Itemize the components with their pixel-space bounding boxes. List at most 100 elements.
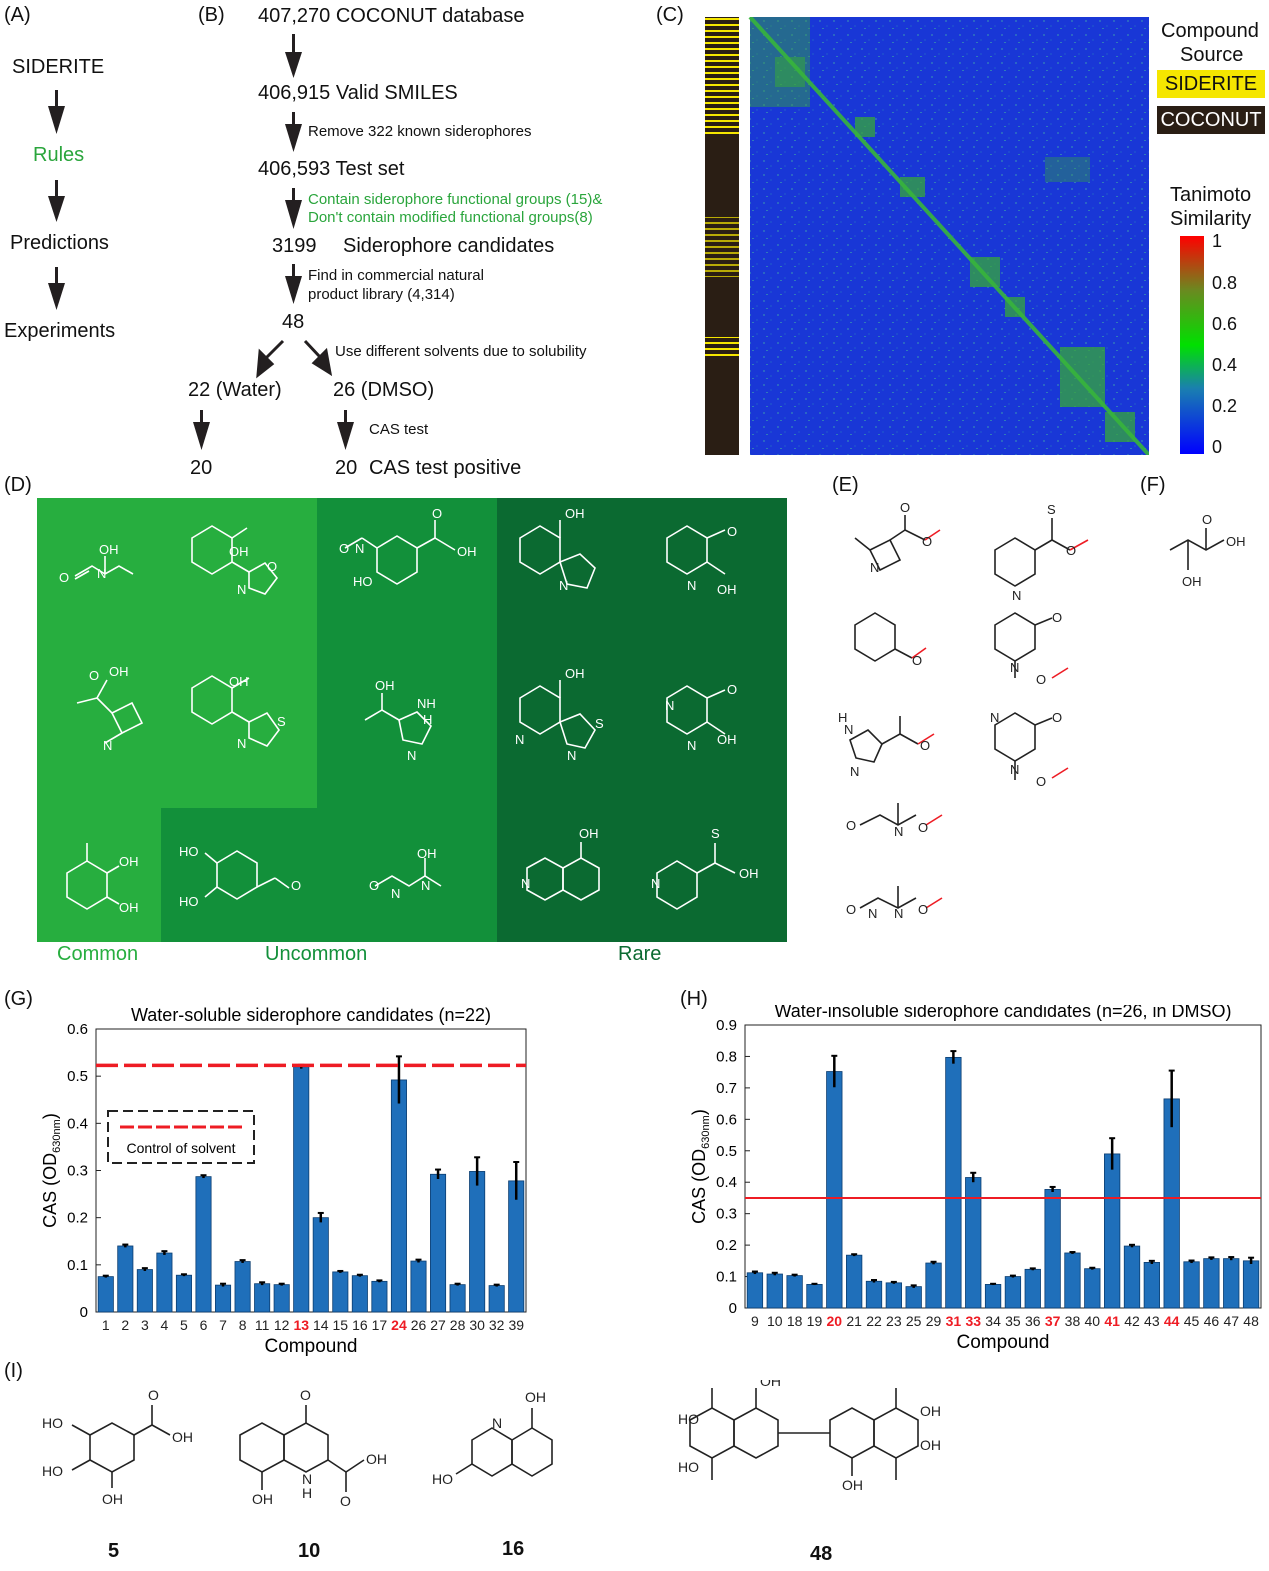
svg-text:OH: OH: [842, 1477, 863, 1493]
y-tick-label: 0.4: [716, 1174, 737, 1191]
bar-15: [332, 1271, 349, 1313]
x-tick-label: 8: [239, 1317, 247, 1333]
svg-text:O: O: [912, 653, 922, 668]
svg-text:N: N: [355, 541, 364, 556]
svg-text:N: N: [687, 738, 696, 753]
bar-26: [410, 1260, 427, 1313]
svg-text:N: N: [302, 1471, 312, 1487]
legend-label: Control of solvent: [127, 1140, 236, 1156]
x-tick-label: 43: [1144, 1313, 1160, 1329]
svg-text:O: O: [918, 902, 928, 917]
y-tick-label: 0: [80, 1304, 88, 1321]
svg-text:O: O: [1066, 543, 1076, 558]
svg-text:OH: OH: [229, 674, 249, 689]
y-axis-label: CAS (OD630nm): [40, 1113, 63, 1228]
svg-text:O: O: [300, 1387, 311, 1403]
bar-43: [1143, 1262, 1160, 1309]
x-tick-label: 44: [1164, 1313, 1180, 1329]
panel-label-b: (B): [198, 4, 225, 26]
svg-text:OH: OH: [760, 1380, 781, 1389]
svg-text:OH: OH: [920, 1403, 941, 1419]
svg-text:N: N: [237, 582, 246, 597]
group-label-common: Common: [57, 943, 139, 965]
heatmap-clusters: [750, 17, 1135, 442]
plot-frame: [744, 1024, 1262, 1309]
x-tick-label: 46: [1204, 1313, 1220, 1329]
bar-34: [984, 1284, 1002, 1309]
structure-hydroxypyrazinone: [666, 685, 726, 735]
panel-label-e: (E): [832, 474, 859, 496]
structure-nitroso-hydroxylamine: [374, 858, 442, 887]
svg-text:H: H: [302, 1485, 312, 1501]
flow-b-20-water: 20: [190, 457, 213, 479]
flow-b-valid-smiles: 406,915 Valid SMILES: [258, 82, 458, 104]
flow-b-20-dmso: 20: [335, 457, 358, 479]
svg-text:HO: HO: [678, 1411, 699, 1427]
svg-text:N: N: [1010, 660, 1019, 675]
flow-b-arrows: [193, 34, 354, 450]
structure-catechol-aldehyde: [204, 850, 290, 900]
chart-title: Water-insoluble siderophore candidates (…: [774, 1005, 1231, 1021]
flow-a-rules: Rules: [33, 144, 85, 166]
svg-text:O: O: [148, 1387, 159, 1403]
x-tick-label: 41: [1104, 1313, 1120, 1329]
bar-6: [195, 1176, 212, 1313]
structure-azetidine-acid: [76, 679, 144, 744]
bar-5: [175, 1274, 192, 1313]
down-arrow-icon: [48, 90, 65, 310]
svg-text:N: N: [521, 876, 530, 891]
colorbar: [1180, 236, 1204, 454]
svg-text:N: N: [1012, 588, 1021, 603]
compound-label-16: 16: [502, 1538, 525, 1560]
siderite-strip-band: [705, 17, 739, 137]
colorbar-tick-0: 0: [1212, 437, 1223, 457]
attachment-bonds: [911, 529, 1089, 909]
chart-water-insoluble: Water-insoluble siderophore candidates (…: [689, 1005, 1262, 1353]
bar-45: [1183, 1261, 1200, 1309]
svg-text:NH: NH: [417, 696, 436, 711]
svg-text:O: O: [89, 668, 99, 683]
svg-text:N: N: [567, 748, 576, 763]
bar-3: [136, 1269, 153, 1313]
flow-a-predictions: Predictions: [10, 232, 109, 254]
x-tick-label: 26: [411, 1317, 427, 1333]
x-tick-label: 35: [1005, 1313, 1021, 1329]
y-tick-label: 0.3: [67, 1163, 88, 1180]
x-tick-label: 2: [121, 1317, 129, 1333]
svg-text:OH: OH: [565, 506, 585, 521]
svg-text:O: O: [369, 878, 379, 893]
svg-text:O: O: [900, 500, 910, 515]
svg-text:OH: OH: [102, 1491, 123, 1507]
bar-46: [1203, 1258, 1220, 1309]
flow-b-step-cas: CAS test: [369, 421, 429, 438]
x-tick-label: 13: [293, 1317, 309, 1333]
scale-title-2: Similarity: [1170, 208, 1252, 230]
svg-text:N: N: [687, 578, 696, 593]
svg-text:OH: OH: [172, 1429, 193, 1445]
flow-b-step-library: product library (4,314): [308, 286, 455, 303]
flow-b-dmso: 26 (DMSO): [333, 379, 435, 401]
bar-42: [1123, 1245, 1141, 1309]
svg-text:O: O: [339, 541, 349, 556]
svg-text:OH: OH: [119, 854, 139, 869]
svg-text:HO: HO: [353, 574, 373, 589]
bar-24: [390, 1079, 407, 1313]
structure-hydroxamate-ether: [859, 803, 917, 826]
x-axis-label: Compound: [957, 1332, 1050, 1353]
x-tick-label: 28: [450, 1317, 466, 1333]
svg-text:S: S: [711, 826, 720, 841]
bar-38: [1064, 1252, 1081, 1309]
bar-8: [234, 1261, 251, 1313]
flow-a-experiments: Experiments: [4, 320, 116, 342]
structure-pyridine-thioacid: [656, 843, 736, 910]
svg-text:OH: OH: [366, 1451, 387, 1467]
structure-imidazole-ether: [849, 716, 919, 763]
flow-b-step-remove: Remove 322 known siderophores: [308, 123, 532, 140]
bar-13: [293, 1066, 310, 1313]
bar-40: [1084, 1268, 1101, 1309]
svg-text:O: O: [267, 559, 277, 574]
bar-1: [97, 1276, 114, 1313]
bar-4: [156, 1252, 173, 1313]
bar-37: [1044, 1189, 1061, 1309]
